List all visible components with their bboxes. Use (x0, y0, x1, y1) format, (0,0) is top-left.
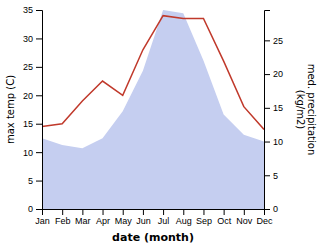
tick-mark (36, 152, 42, 153)
tick-mark (264, 108, 270, 109)
tick-label: 25 (23, 62, 33, 72)
tick-label: 5 (273, 171, 278, 181)
tick-label: 0 (28, 204, 33, 214)
tick: Jul (158, 209, 170, 226)
x-axis-title: date (month) (112, 231, 194, 244)
tick-label: Aug (176, 216, 192, 226)
tick-label: Apr (96, 216, 110, 226)
tick-mark (123, 209, 124, 215)
tick-label: Oct (217, 216, 232, 226)
tick-mark (264, 209, 270, 210)
axis-line (36, 11, 43, 210)
tick: 10 (23, 148, 42, 158)
line (42, 16, 264, 130)
tick-label: 15 (273, 103, 283, 113)
tick-mark (264, 142, 270, 143)
tick-mark (244, 209, 245, 215)
tick-mark (203, 209, 204, 215)
tick-mark (36, 209, 42, 210)
plot: JanFebMarAprMayJunJulAugSepOctNovDec0510… (5, 5, 317, 244)
tick: Oct (217, 209, 232, 226)
y-axis-title: max temp (C) (5, 75, 16, 144)
tick: Dec (256, 209, 273, 226)
tick-label: 20 (273, 69, 283, 79)
tick-label: May (115, 216, 133, 226)
tick: Aug (176, 209, 192, 226)
tick: Apr (96, 209, 110, 226)
tick: 25 (23, 62, 42, 72)
tick: 30 (23, 34, 42, 44)
tick-mark (264, 40, 270, 41)
tick: 0 (28, 204, 42, 214)
tick-mark (163, 209, 164, 215)
tick: May (115, 209, 133, 226)
x-axis: Jan Feb Mar Apr MayJun Jul Aug Sep Oct NovDec (35, 209, 273, 226)
tick-mark (82, 209, 83, 215)
tick-mark (143, 209, 144, 215)
tick: Mar (75, 209, 91, 226)
tick: 10 (264, 137, 283, 147)
tick: 0 (264, 204, 278, 214)
tick: Sep (196, 209, 212, 226)
tick-label: Nov (236, 216, 253, 226)
axis-line (43, 210, 265, 216)
tick-label: 35 (23, 5, 33, 15)
tick-label: Dec (256, 216, 273, 226)
tick: 25 (264, 36, 283, 46)
tick-mark (264, 175, 270, 176)
tick-label: 20 (23, 91, 33, 101)
tick-label: 30 (23, 34, 33, 44)
axis-line (265, 11, 271, 210)
tick-label: 10 (23, 148, 33, 158)
tick: 15 (23, 119, 42, 129)
tick-label: 0 (273, 204, 278, 214)
tick-mark (36, 124, 42, 125)
y-axis: 0 5 10 15 20 25 30 35 (23, 5, 43, 214)
tick: Feb (55, 209, 71, 226)
tick: 20 (23, 91, 42, 101)
tick-label: Feb (55, 216, 71, 226)
tick-mark (36, 181, 42, 182)
tick: Jan (35, 209, 50, 226)
tick: 15 (264, 103, 283, 113)
tick-label: 10 (273, 137, 283, 147)
tick-label: Sep (196, 216, 212, 226)
y2-axis-title-line: (kg/m2) (295, 90, 306, 130)
chart: JanFebMarAprMayJunJulAugSepOctNovDec0510… (0, 0, 318, 247)
tick-label: Jan (35, 216, 50, 226)
tick-mark (36, 10, 42, 11)
tick: 20 (264, 69, 283, 79)
marks (42, 10, 264, 209)
tick-label: Jul (158, 216, 170, 226)
tick-label: 5 (28, 176, 33, 186)
tick: 5 (28, 176, 42, 186)
area (42, 10, 264, 209)
tick-mark (36, 95, 42, 96)
tick-mark (103, 209, 104, 215)
tick-label: Mar (75, 216, 91, 226)
y2-axis: 0 5 10 15 20 25 (264, 11, 283, 215)
tick-label: 25 (273, 36, 283, 46)
tick: Jun (136, 209, 151, 226)
tick-mark (62, 209, 63, 215)
tick-label: Jun (136, 216, 151, 226)
tick-mark (264, 74, 270, 75)
tick: 35 (23, 5, 42, 15)
tick-mark (224, 209, 225, 215)
tick: Nov (236, 209, 253, 226)
tick: 5 (264, 171, 278, 181)
tick-label: 15 (23, 119, 33, 129)
tick-mark (36, 67, 42, 68)
y2-axis-title-line: med. precipitation (306, 64, 317, 156)
y2-axis-title: med. precipitation(kg/m2) (295, 64, 318, 156)
tick-mark (36, 38, 42, 39)
tick-mark (183, 209, 184, 215)
